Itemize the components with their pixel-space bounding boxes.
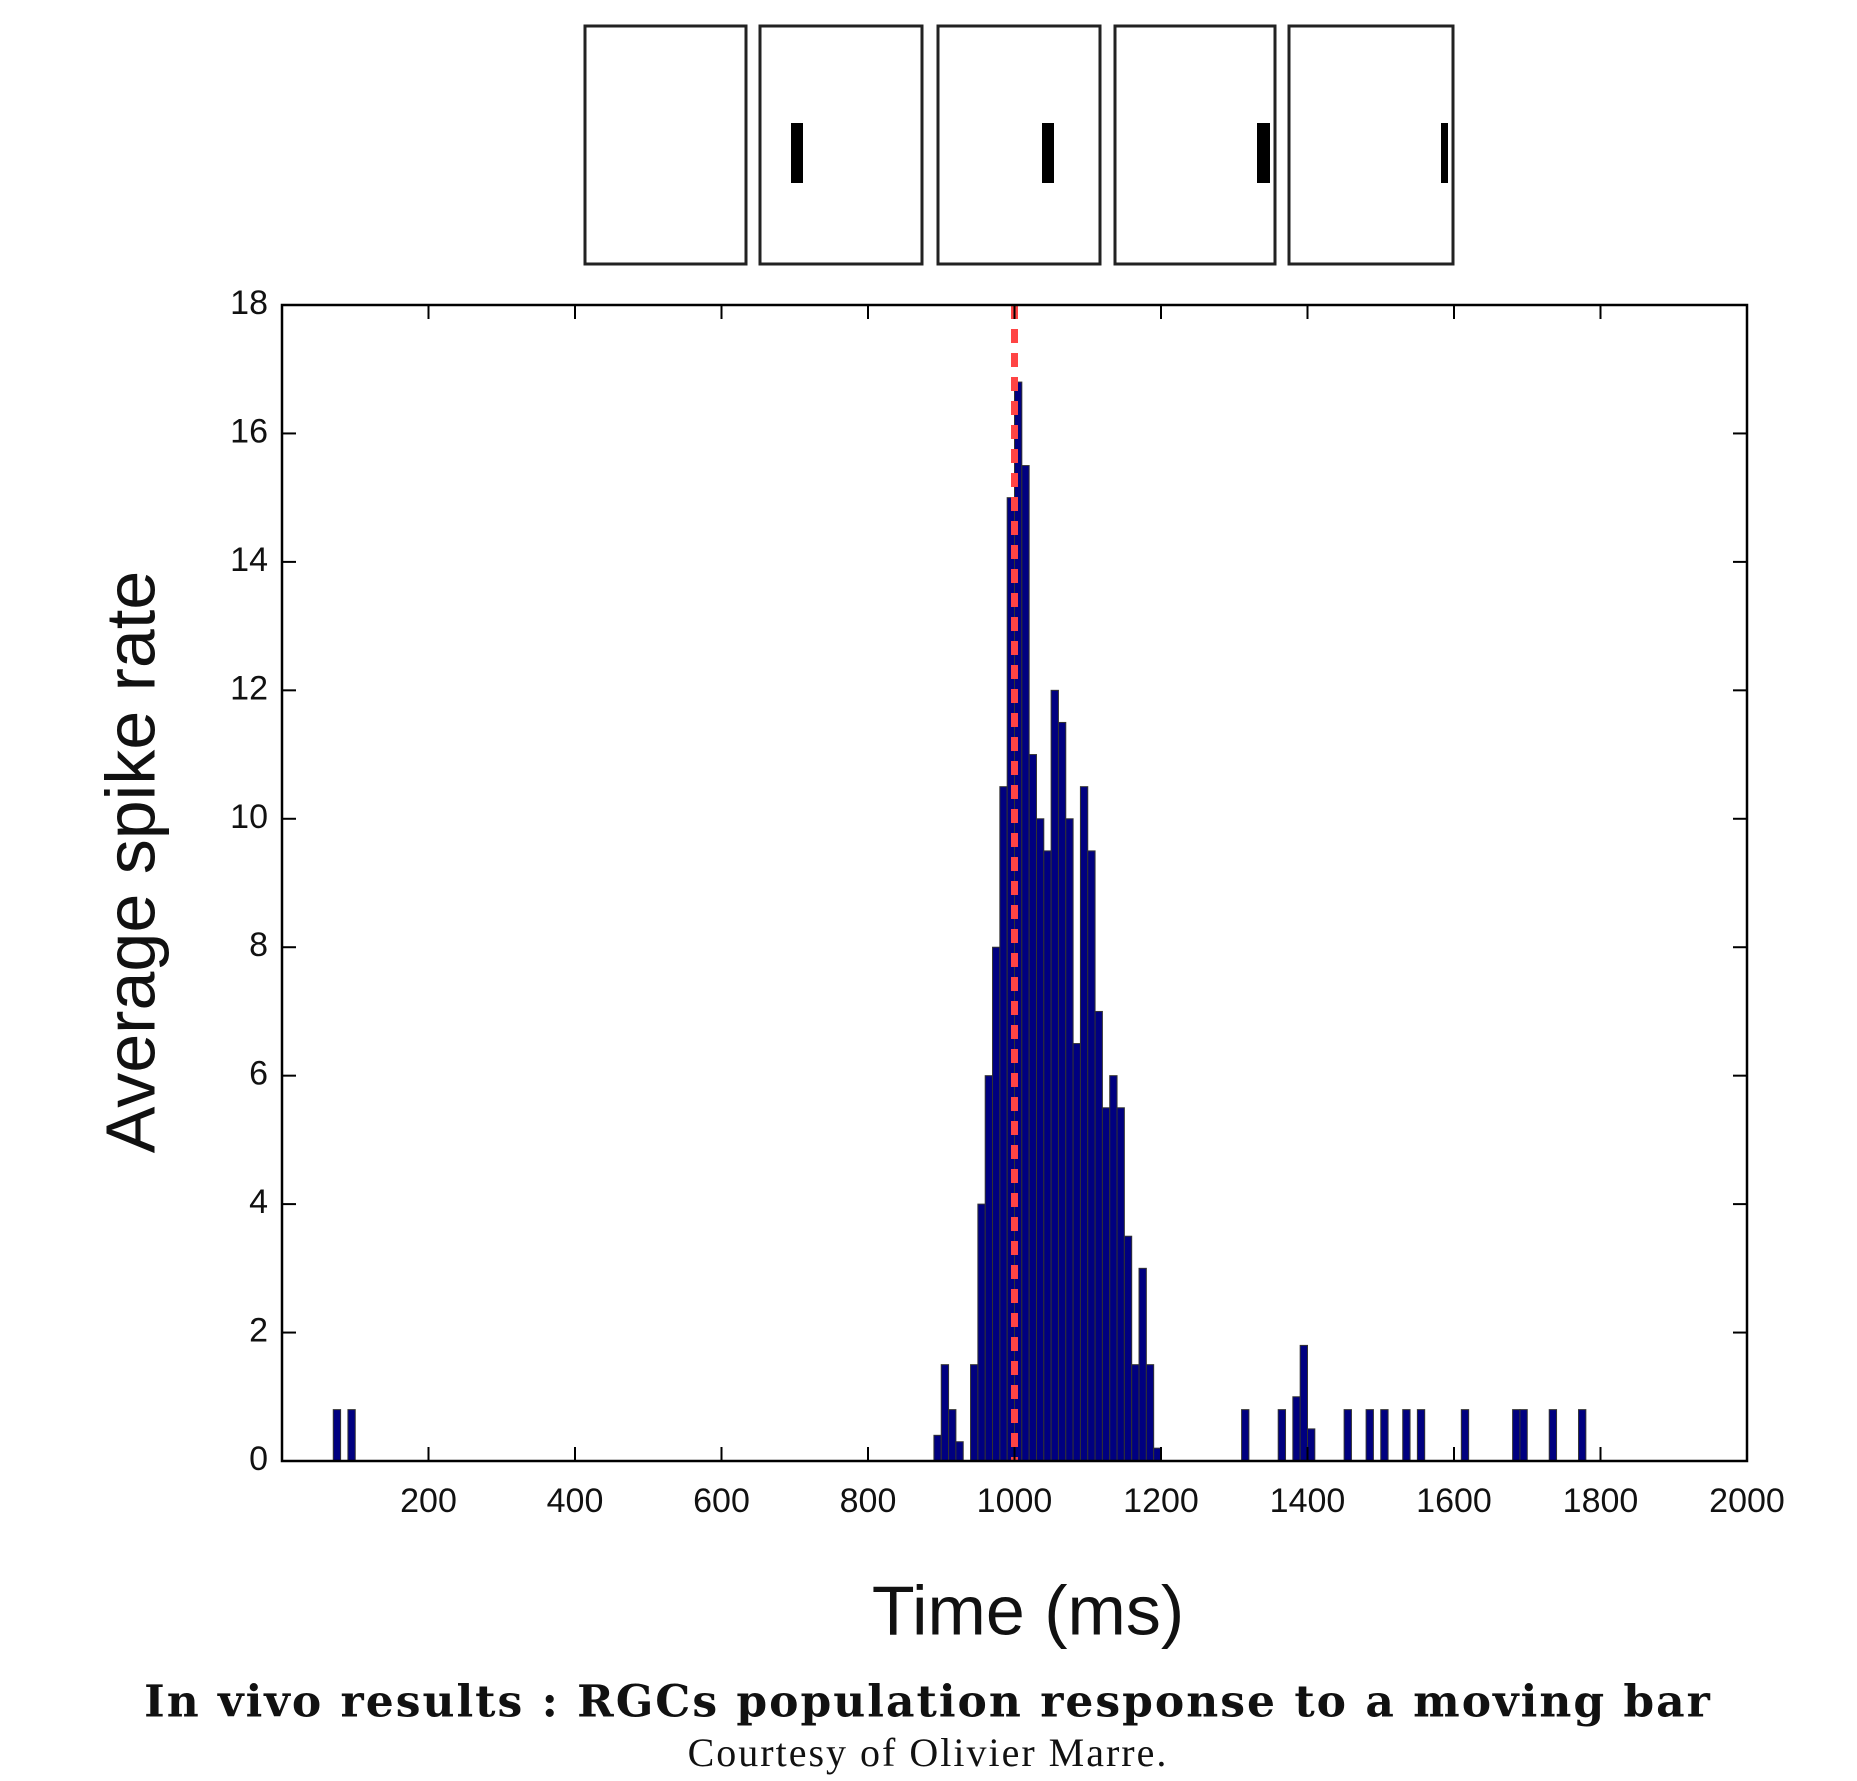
bar <box>1145 1364 1155 1462</box>
y-tick-label: 12 <box>230 669 268 707</box>
y-tick-label: 6 <box>249 1055 268 1093</box>
bar <box>1028 754 1037 1462</box>
bar <box>1131 1364 1140 1462</box>
bar <box>1299 1344 1309 1462</box>
credit: Courtesy of Olivier Marre. <box>688 1730 1169 1775</box>
bar <box>1241 1409 1250 1462</box>
bar <box>1153 1447 1162 1462</box>
bar <box>1307 1428 1316 1462</box>
x-tick-label: 800 <box>840 1482 897 1520</box>
bar <box>1050 689 1059 1462</box>
x-tick-label: 1000 <box>977 1482 1053 1520</box>
bar <box>970 1364 979 1462</box>
bar <box>992 946 1001 1462</box>
bar <box>999 786 1008 1462</box>
bar <box>1116 1107 1125 1462</box>
bar <box>1043 850 1052 1462</box>
stimulus-frames <box>583 24 1455 266</box>
bar <box>955 1441 964 1462</box>
bar <box>332 1409 342 1462</box>
bar <box>1094 1010 1103 1462</box>
bar <box>1035 818 1045 1462</box>
bar <box>1402 1409 1411 1462</box>
x-tick-label: 1200 <box>1123 1482 1199 1520</box>
bar <box>1087 850 1096 1462</box>
stimulus-bars <box>791 123 1448 183</box>
bar <box>1021 465 1030 1462</box>
bar <box>1365 1409 1374 1462</box>
bar <box>977 1203 986 1462</box>
bar <box>1057 721 1067 1462</box>
bar <box>1277 1409 1287 1462</box>
bar <box>984 1075 994 1462</box>
bar <box>347 1409 356 1462</box>
bar <box>933 1434 942 1462</box>
bar <box>1548 1409 1558 1462</box>
y-axis-label: Average spike rate <box>91 571 169 1153</box>
y-tick-label: 14 <box>230 541 268 579</box>
bar <box>1072 1043 1081 1462</box>
x-tick-label: 1800 <box>1563 1482 1639 1520</box>
y-tick-label: 18 <box>230 284 268 322</box>
y-tick-label: 16 <box>230 412 268 450</box>
bar <box>1292 1396 1301 1462</box>
x-tick-label: 1600 <box>1416 1482 1492 1520</box>
bar <box>1101 1107 1111 1462</box>
y-tick-label: 4 <box>249 1183 268 1221</box>
caption: In vivo results : RGCs population respon… <box>144 1677 1712 1728</box>
bar <box>1123 1235 1133 1462</box>
y-tick-label: 2 <box>249 1312 268 1350</box>
bar <box>1416 1409 1426 1462</box>
bar <box>1519 1409 1528 1462</box>
bar <box>1109 1075 1118 1462</box>
x-tick-label: 600 <box>693 1482 750 1520</box>
bar <box>1578 1409 1587 1462</box>
y-tick-label: 10 <box>230 798 268 836</box>
bar <box>1380 1409 1389 1462</box>
bar <box>948 1409 957 1462</box>
x-tick-label: 200 <box>400 1482 457 1520</box>
bar <box>1512 1409 1521 1462</box>
bar <box>1138 1267 1147 1462</box>
bar <box>1079 786 1089 1462</box>
y-tick-label: 0 <box>249 1440 268 1478</box>
x-tick-label: 400 <box>547 1482 604 1520</box>
bar <box>1065 818 1074 1462</box>
bar <box>940 1364 950 1462</box>
x-tick-label: 2000 <box>1709 1482 1785 1520</box>
bar <box>1460 1409 1470 1462</box>
bar <box>1343 1409 1352 1462</box>
y-tick-label: 8 <box>249 926 268 964</box>
x-tick-label: 1400 <box>1270 1482 1346 1520</box>
x-axis-label: Time (ms) <box>872 1571 1184 1649</box>
